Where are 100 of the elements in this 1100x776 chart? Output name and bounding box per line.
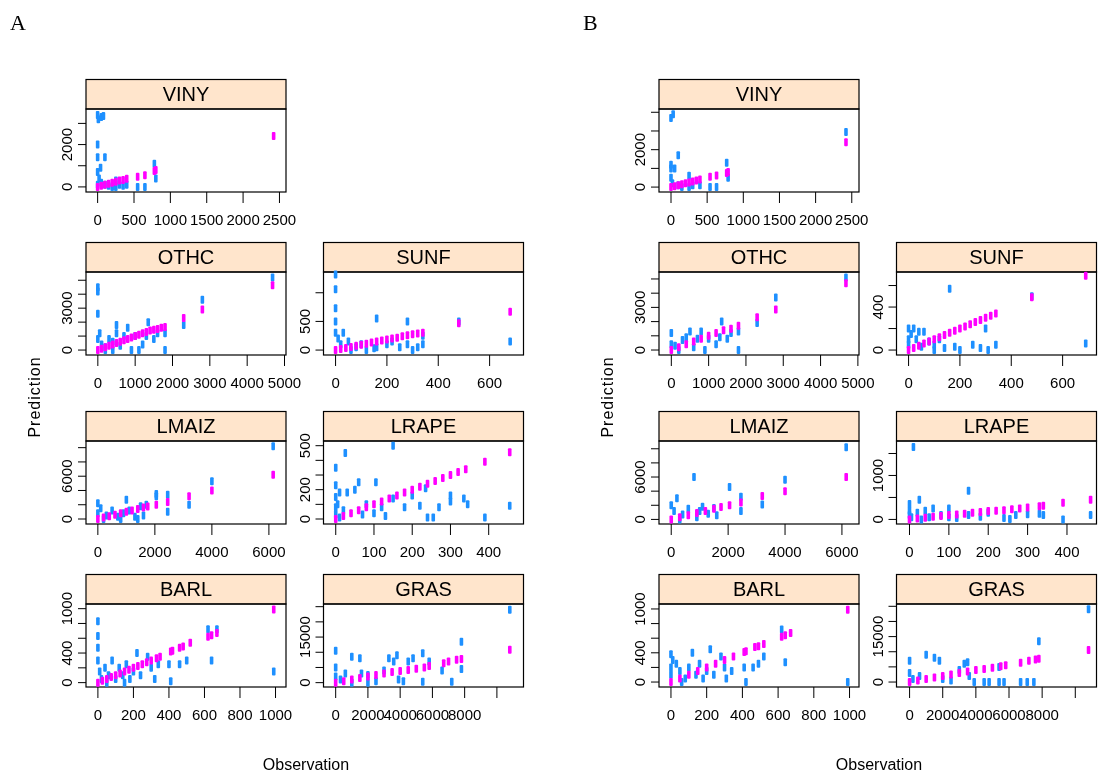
chart-title: LRAPE (390, 415, 457, 438)
x-tick-label: 8000 (447, 706, 482, 723)
x-tick-label: 4000 (230, 374, 264, 391)
x-tick-label: 200 (399, 543, 425, 560)
x-tick-label: 2000 (351, 706, 385, 723)
x-tick-label: 600 (477, 374, 503, 391)
x-tick-label: 100 (936, 543, 962, 560)
x-tick-label: 2000 (155, 374, 190, 391)
x-tick-label: 1000 (726, 211, 760, 228)
x-tick-label: 400 (425, 374, 451, 391)
x-tick-label: 400 (476, 543, 502, 560)
y-tick-label: 0 (58, 514, 75, 524)
y-tick-label: 6000 (58, 459, 75, 493)
chart-title: SUNF (969, 246, 1024, 269)
x-tick-label: 0 (331, 374, 340, 391)
x-tick-label: 5000 (841, 374, 875, 391)
x-tick-label: 200 (975, 543, 1001, 560)
y-tick-label: 0 (295, 345, 313, 355)
y-tick-label: 0 (631, 515, 648, 524)
chart-title: LMAIZ (156, 415, 216, 438)
x-tick-label: 300 (437, 543, 463, 560)
y-tick-label: 0 (868, 345, 886, 355)
y-tick-label: 0 (295, 678, 313, 687)
y-tick-label: 3000 (631, 290, 648, 325)
x-tick-label: 100 (361, 543, 387, 560)
x-tick-label: 2500 (262, 211, 297, 228)
chart-title: BARL (159, 578, 213, 601)
chart-title: LMAIZ (729, 415, 789, 438)
x-tick-label: 0 (93, 211, 102, 228)
y-tick-label: 1000 (631, 592, 648, 626)
y-tick-label: 2000 (631, 132, 648, 167)
x-tick-label: 1500 (762, 211, 797, 228)
text: B (583, 10, 598, 35)
x-tick-label: 4000 (195, 543, 229, 560)
x-tick-label: 6000 (252, 543, 286, 560)
x-tick-label: 0 (667, 543, 676, 560)
x-tick-label: 400 (998, 374, 1024, 391)
x-tick-label: 0 (93, 374, 103, 391)
x-tick-label: 2000 (711, 543, 745, 560)
chart-title: OTHC (157, 246, 215, 269)
y-tick-label: 0 (631, 677, 648, 687)
x-tick-label: 400 (156, 706, 182, 723)
y-tick-label: 0 (58, 182, 75, 192)
x-tick-label: 0 (905, 543, 914, 560)
x-tick-label: 4000 (383, 706, 417, 723)
x-tick-label: 1000 (118, 374, 152, 391)
y-tick-label: 500 (295, 433, 313, 459)
x-tick-label: 2000 (138, 543, 172, 560)
x-tick-label: 0 (905, 706, 914, 723)
x-tick-label: 0 (93, 543, 103, 560)
x-tick-label: 2000 (729, 374, 763, 391)
text: A (10, 10, 26, 35)
x-tick-label: 600 (765, 706, 791, 723)
x-tick-label: 5000 (267, 374, 302, 391)
x-tick-label: 0 (331, 543, 340, 560)
y-tick-label: 500 (295, 308, 313, 334)
x-tick-label: 500 (694, 211, 720, 228)
y-tick-label: 0 (58, 345, 75, 355)
x-tick-label: 6000 (992, 706, 1026, 723)
x-tick-label: 500 (121, 211, 147, 228)
chart-title: VINY (735, 83, 783, 106)
x-tick-label: 2000 (926, 706, 960, 723)
chart-title: LRAPE (963, 415, 1030, 438)
x-tick-label: 0 (93, 706, 103, 723)
x-tick-label: 8000 (1025, 706, 1059, 723)
x-tick-label: 200 (947, 374, 973, 391)
y-tick-label: 0 (295, 514, 313, 524)
y-axis-title: Prediction (26, 356, 43, 438)
y-tick-label: 400 (631, 640, 648, 666)
x-tick-label: 6000 (415, 706, 450, 723)
x-tick-label: 0 (331, 706, 340, 723)
x-tick-label: 800 (227, 706, 253, 723)
x-tick-label: 1000 (258, 706, 293, 723)
chart-title: VINY (162, 83, 210, 106)
y-axis-title: Prediction (599, 356, 616, 438)
x-tick-label: 4000 (959, 706, 993, 723)
x-tick-label: 600 (191, 706, 217, 723)
y-tick-label: 2000 (58, 127, 75, 162)
x-tick-label: 0 (904, 374, 913, 391)
y-tick-label: 0 (631, 345, 648, 355)
x-tick-label: 800 (801, 706, 827, 723)
x-tick-label: 0 (666, 706, 676, 723)
x-tick-label: 6000 (825, 543, 859, 560)
chart-title: GRAS (968, 578, 1025, 601)
x-tick-label: 1000 (153, 211, 188, 228)
x-tick-label: 4000 (768, 543, 802, 560)
x-tick-label: 1000 (832, 706, 867, 723)
x-tick-label: 400 (1054, 543, 1080, 560)
chart-title: OTHC (730, 246, 788, 269)
chart-title: GRAS (395, 578, 452, 601)
y-tick-label: 0 (58, 678, 75, 687)
y-tick-label: 400 (58, 640, 75, 666)
y-tick-label: 1000 (58, 591, 75, 626)
x-tick-label: 600 (1050, 374, 1076, 391)
x-axis-title: Observation (262, 756, 350, 773)
x-tick-label: 0 (666, 211, 676, 228)
x-tick-label: 200 (694, 706, 720, 723)
x-tick-label: 0 (667, 374, 676, 391)
chart-title: SUNF (396, 246, 451, 269)
y-tick-label: 400 (868, 294, 886, 320)
